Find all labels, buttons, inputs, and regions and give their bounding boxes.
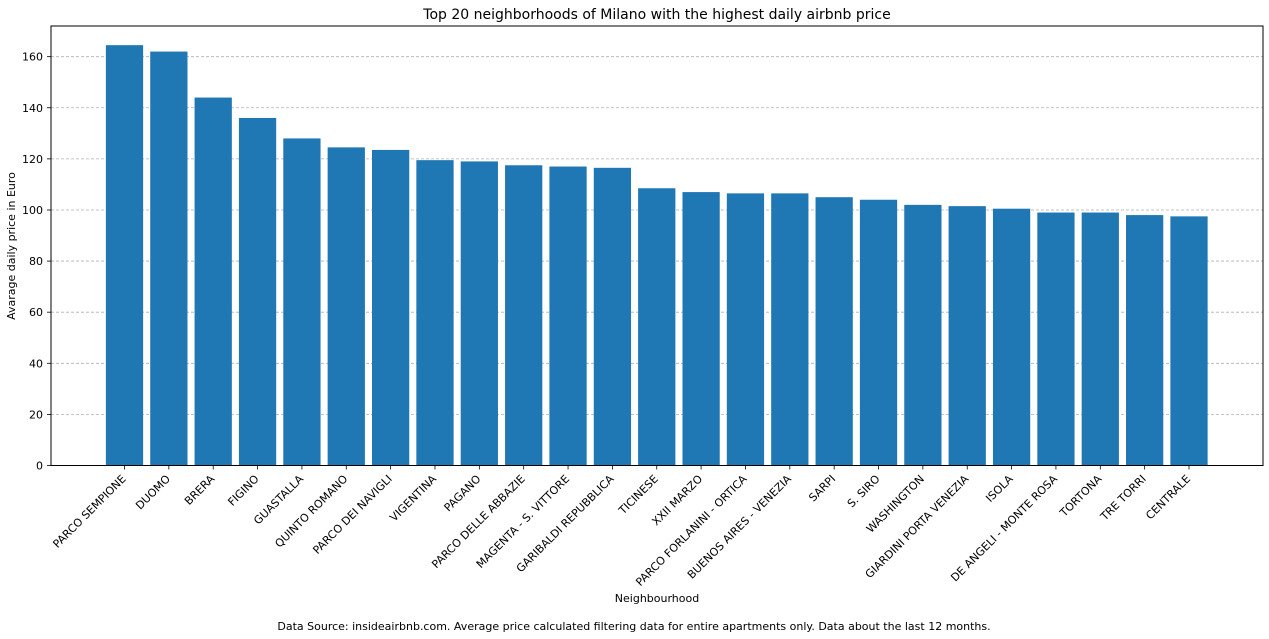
bar [1126, 215, 1164, 466]
x-tick-label: CENTRALE [1143, 472, 1193, 522]
x-tick-label: PAGANO [442, 472, 484, 514]
y-tick-label: 100 [22, 204, 43, 217]
x-tick-label: PARCO SEMPIONE [50, 472, 128, 550]
bar [948, 206, 986, 466]
bar [682, 192, 720, 466]
bars [105, 45, 1208, 466]
bar [638, 188, 676, 466]
bar [105, 45, 144, 466]
y-tick-label: 60 [29, 306, 43, 319]
x-tick-label: PARCO DEI NAVIGLI [310, 472, 394, 556]
y-tick-label: 40 [29, 357, 43, 370]
bar [460, 161, 498, 466]
chart-title: Top 20 neighborhoods of Milano with the … [422, 7, 890, 23]
bar [283, 138, 321, 466]
bar [327, 147, 365, 466]
x-tick-label: SARPI [806, 472, 838, 504]
y-tick-label: 80 [29, 255, 43, 268]
x-axis-label: Neighbourhood [615, 592, 699, 605]
bar [859, 199, 898, 466]
bar [771, 193, 809, 466]
data-source-note: Data Source: insideairbnb.com. Average p… [277, 620, 990, 633]
x-tick-label: TORTONA [1057, 472, 1105, 520]
x-tick-label: TRE TORRI [1097, 472, 1148, 523]
bar [150, 51, 188, 466]
y-tick-label: 140 [22, 102, 43, 115]
bar [505, 165, 543, 466]
x-tick-label: DUOMO [133, 472, 173, 512]
bar [726, 193, 765, 466]
y-tick-label: 0 [36, 460, 43, 473]
x-tick-label: VIGENTINA [387, 472, 439, 524]
bar [371, 149, 410, 466]
x-tick-label: ISOLA [983, 472, 1016, 505]
bar [992, 208, 1031, 466]
bar [1081, 212, 1119, 466]
bar [549, 166, 587, 466]
x-tick-label: FIGINO [225, 472, 261, 508]
x-tick-label: S. SIRO [845, 472, 883, 510]
bar [593, 167, 632, 466]
y-tick-label: 20 [29, 408, 43, 421]
y-axis-ticks: 0 20 40 60 80 100 120 140 160 [22, 51, 51, 473]
bar [238, 117, 277, 466]
bar [904, 204, 942, 466]
bar [815, 197, 853, 466]
bar [1170, 216, 1208, 466]
y-tick-label: 160 [22, 51, 43, 64]
bar [194, 97, 232, 466]
bar [1037, 212, 1075, 466]
y-tick-label: 120 [22, 153, 43, 166]
bar [416, 160, 454, 466]
x-tick-label: BRERA [182, 472, 218, 508]
x-axis-ticks: PARCO SEMPIONE DUOMO BRERA FIGINOGUASTALLAQ… [50, 465, 1193, 589]
y-axis-label: Avarage daily price in Euro [5, 172, 18, 320]
x-tick-label: TICINESE [616, 472, 661, 517]
